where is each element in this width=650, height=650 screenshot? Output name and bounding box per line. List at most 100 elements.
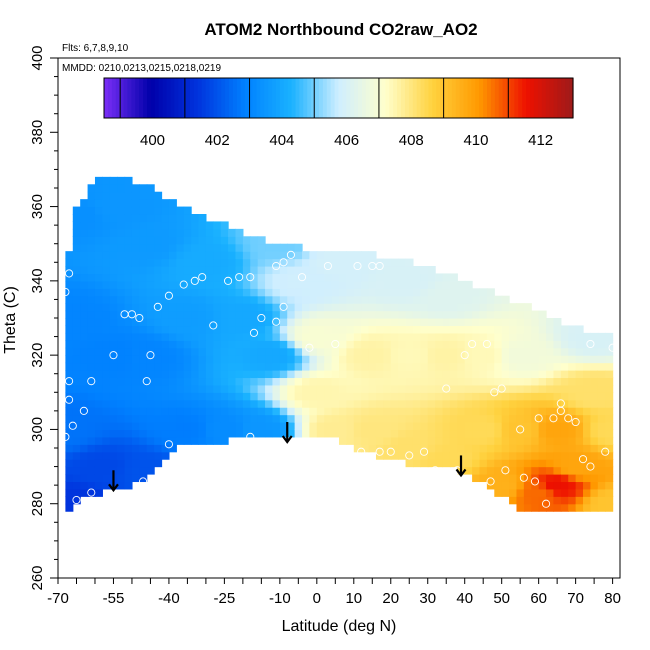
heat-cell [464, 436, 473, 445]
heat-cell [405, 340, 414, 349]
colorbar-swatch [471, 78, 476, 118]
heat-cell [161, 303, 170, 312]
heat-cell [117, 436, 126, 445]
heat-cell [346, 251, 355, 260]
heat-cell [309, 303, 318, 312]
heat-cell [302, 362, 311, 371]
heat-cell [383, 384, 392, 393]
observation-point [246, 432, 255, 441]
heat-cell [87, 347, 96, 356]
heat-cell [250, 347, 259, 356]
heat-cell [287, 266, 296, 275]
heat-cell [250, 251, 259, 260]
heat-cell [486, 407, 495, 416]
heat-cell [435, 407, 444, 416]
heat-cell [131, 251, 140, 260]
heat-cell [124, 340, 133, 349]
heat-cell [472, 347, 481, 356]
heat-cell [146, 451, 155, 460]
heat-cell [72, 325, 81, 334]
heat-cell [383, 422, 392, 431]
heat-cell [560, 429, 569, 438]
heat-cell [205, 355, 214, 364]
heat-cell [575, 496, 584, 505]
heat-cell [435, 340, 444, 349]
heat-cell [154, 236, 163, 245]
heat-cell [117, 258, 126, 267]
heat-cell [168, 347, 177, 356]
observation-point [353, 261, 362, 271]
heat-cell [183, 266, 192, 275]
heat-cell [457, 288, 466, 297]
heat-cell [242, 310, 251, 319]
heat-cell [146, 362, 155, 371]
colorbar-swatch [115, 78, 121, 118]
heat-cell [560, 488, 569, 497]
heat-cell [442, 273, 451, 282]
heat-cell [139, 266, 148, 275]
heat-cell [420, 436, 429, 445]
heat-cell [361, 303, 370, 312]
heat-cell [435, 444, 444, 453]
colorbar-swatch [315, 78, 320, 118]
heat-cell [590, 332, 599, 341]
observation-point [65, 377, 74, 386]
observation-point [142, 377, 151, 386]
heat-cell [109, 303, 118, 312]
flights-note: Flts: 6,7,8,9,10 [62, 43, 129, 54]
heat-cell [442, 280, 451, 289]
heat-cell [575, 414, 584, 423]
heat-cell [87, 459, 96, 468]
heat-cell [412, 362, 421, 371]
heat-cell [412, 266, 421, 275]
heat-cell [161, 399, 170, 408]
heat-cell [220, 258, 229, 267]
heat-cell [102, 384, 111, 393]
heat-cell [183, 392, 192, 401]
heat-cell [146, 422, 155, 431]
heat-cell [472, 414, 481, 423]
heat-cell [235, 370, 244, 379]
x-tick-label: 0 [313, 590, 321, 607]
heat-cell [154, 451, 163, 460]
heat-cell [449, 370, 458, 379]
heat-cell [109, 214, 118, 223]
heat-cell [168, 444, 177, 453]
heat-cell [94, 318, 103, 327]
heat-cell [87, 251, 96, 260]
heat-cell [183, 325, 192, 334]
heat-cell [183, 258, 192, 267]
heat-cell [198, 303, 207, 312]
heat-cell [605, 399, 614, 408]
heat-cell [494, 451, 503, 460]
heat-cell [516, 362, 525, 371]
heat-cell [597, 414, 606, 423]
heat-cell [279, 384, 288, 393]
heat-cell [80, 444, 89, 453]
heat-cell [94, 466, 103, 475]
heat-cell [168, 362, 177, 371]
heat-cell [412, 459, 421, 468]
heat-cell [412, 429, 421, 438]
heat-cell [339, 273, 347, 282]
colorbar-swatch [127, 78, 132, 118]
heat-cell [575, 474, 584, 483]
heat-cell [383, 340, 392, 349]
heat-cell [523, 332, 532, 341]
heat-cell [516, 436, 525, 445]
heat-cell [553, 377, 562, 386]
heat-cell [546, 436, 555, 445]
heat-cell [109, 340, 118, 349]
heat-cell [117, 221, 126, 230]
heat-cell [575, 347, 584, 356]
heat-cell [324, 288, 333, 297]
heat-cell [65, 325, 74, 334]
heat-cell [117, 451, 126, 460]
heat-cell [228, 266, 237, 275]
heat-cell [575, 503, 584, 512]
colorbar-swatch [334, 78, 340, 118]
heat-cell [117, 251, 126, 260]
heat-cell [220, 407, 229, 416]
heat-cell [449, 280, 458, 289]
heat-cell [560, 474, 569, 483]
